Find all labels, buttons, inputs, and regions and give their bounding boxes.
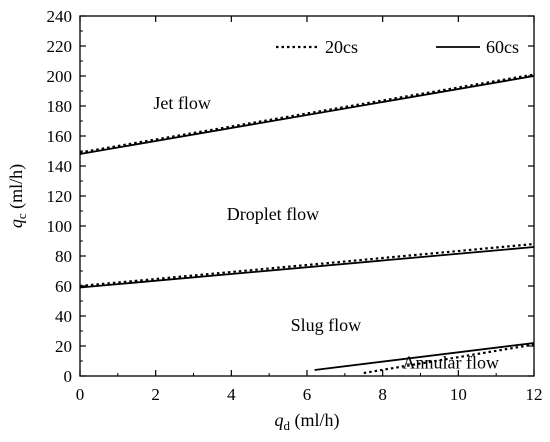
x-tick-label: 12 (526, 385, 543, 404)
y-tick-label: 160 (47, 127, 73, 146)
series-lines (79, 73, 535, 375)
series-line-20cs (79, 73, 535, 154)
y-tick-label: 180 (47, 97, 73, 116)
y-tick-label: 240 (47, 7, 73, 26)
series-line-60cs (79, 246, 535, 289)
x-tick-label: 6 (303, 385, 312, 404)
region-annotations: Jet flow Droplet flow Slug flow Annular flo… (153, 93, 499, 373)
x-tick-label: 8 (378, 385, 387, 404)
y-tick-label: 40 (55, 307, 72, 326)
region-label: Jet flow (153, 93, 211, 113)
series-line-20cs (79, 242, 535, 288)
y-tick-label: 20 (55, 337, 72, 356)
y-tick-label: 60 (55, 277, 72, 296)
legend-label-20cs: 20cs (325, 37, 358, 57)
y-tick-label: 200 (47, 67, 73, 86)
y-tick-label: 0 (64, 367, 73, 386)
y-tick-label: 220 (47, 37, 73, 56)
region-label: Annular flow (403, 353, 499, 373)
y-axis-ticks: 0 20 40 60 80 100 120 140 160 180 200 220 240 (47, 7, 534, 386)
x-tick-label: 2 (151, 385, 160, 404)
series-line-60cs (79, 75, 535, 155)
x-tick-label: 0 (76, 385, 85, 404)
x-tick-label: 10 (450, 385, 467, 404)
y-tick-label: 120 (47, 187, 73, 206)
y-tick-label: 100 (47, 217, 73, 236)
x-axis-ticks: 0 2 4 6 8 10 12 (76, 16, 543, 404)
series-line-60cs (314, 342, 535, 371)
region-label: Slug flow (291, 315, 362, 335)
x-axis-title: qd (ml/h) (275, 410, 340, 433)
y-tick-label: 140 (47, 157, 73, 176)
y-tick-label: 80 (55, 247, 72, 266)
region-label: Droplet flow (227, 204, 319, 224)
legend: 20cs 60cs (276, 37, 519, 57)
x-tick-label: 4 (227, 385, 236, 404)
y-axis-title: qc (ml/h) (6, 164, 29, 228)
legend-label-60cs: 60cs (486, 37, 519, 57)
series-line-20cs (363, 343, 535, 375)
